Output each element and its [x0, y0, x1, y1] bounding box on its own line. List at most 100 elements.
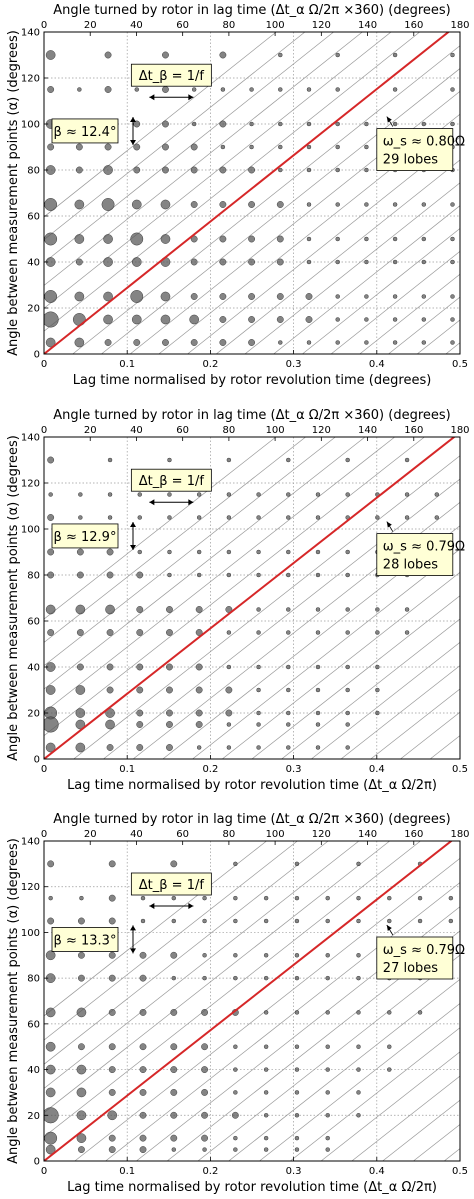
data-point: [75, 742, 86, 753]
data-point: [220, 87, 226, 92]
data-point: [325, 1135, 330, 1141]
data-point: [294, 1044, 300, 1049]
diagonal-guide-line: [44, 437, 306, 643]
data-point: [375, 515, 380, 520]
data-point: [167, 457, 172, 463]
data-point: [294, 895, 300, 901]
data-point: [166, 686, 173, 694]
data-point: [76, 629, 84, 636]
data-point: [263, 895, 269, 901]
data-point: [45, 685, 56, 695]
data-point: [75, 143, 83, 151]
diagonal-guide-line: [129, 90, 460, 354]
data-point: [263, 918, 269, 924]
data-point: [104, 51, 112, 59]
data-point: [219, 201, 227, 208]
diagonal-guide-line: [192, 548, 460, 759]
y-tick-label: 40: [27, 663, 40, 674]
data-point: [294, 1113, 300, 1118]
diagonal-guide-line: [351, 1075, 460, 1161]
diagonal-guide-line: [302, 228, 460, 354]
diagonal-guide-line: [216, 159, 460, 354]
data-point: [162, 86, 169, 93]
beta-annotation-text: β ≈ 12.9°: [54, 530, 117, 545]
data-point: [286, 515, 291, 520]
top-x-tick-label: 60: [176, 829, 189, 840]
x-axis-title: Lag time normalised by rotor revolution …: [73, 373, 432, 388]
data-point: [202, 895, 207, 901]
beta-annotation-box: [51, 118, 119, 144]
delta-annotation-text: Δt_β = 1/f: [139, 878, 205, 893]
data-point: [45, 1087, 56, 1098]
data-point: [162, 339, 169, 346]
data-point: [233, 1135, 238, 1141]
data-point: [202, 918, 207, 924]
data-point: [108, 860, 116, 868]
data-point: [78, 974, 85, 982]
data-point: [392, 87, 398, 92]
data-point: [44, 311, 59, 328]
top-x-tick-label: 100: [266, 20, 285, 31]
data-point: [190, 235, 198, 243]
data-point: [201, 1009, 208, 1016]
data-point: [47, 548, 55, 556]
data-point: [219, 316, 227, 323]
data-point: [107, 1110, 118, 1121]
data-point: [286, 572, 291, 578]
data-point: [45, 1144, 56, 1155]
data-point: [225, 709, 233, 717]
data-point: [233, 975, 238, 981]
data-point: [294, 1067, 300, 1072]
data-point: [226, 722, 232, 727]
data-point: [107, 492, 113, 497]
data-point: [276, 293, 284, 300]
data-point: [78, 1043, 85, 1051]
y-tick-label: 60: [27, 617, 40, 628]
data-point: [276, 316, 284, 323]
y-tick-label: 120: [21, 882, 40, 893]
data-point: [196, 549, 202, 555]
fit-line: [44, 841, 453, 1161]
data-point: [404, 492, 410, 497]
data-point: [219, 120, 227, 128]
data-point: [79, 895, 84, 901]
data-point: [263, 1044, 269, 1049]
diagonal-guide-line: [228, 978, 460, 1161]
data-point: [325, 1090, 330, 1095]
data-point: [76, 571, 84, 579]
data-point: [417, 918, 423, 924]
x-axis-title: Lag time normalised by rotor revolution …: [67, 778, 437, 793]
data-point: [72, 313, 86, 326]
diagonal-guide-line: [197, 954, 460, 1161]
plot-area: [44, 437, 460, 759]
diagonal-guide-line: [187, 136, 460, 354]
data-point: [356, 1010, 361, 1015]
diagonal-guide-line: [400, 711, 460, 759]
data-point: [106, 744, 114, 751]
data-point: [105, 719, 115, 730]
data-point: [364, 294, 369, 299]
data-point: [276, 258, 284, 266]
data-point: [190, 339, 198, 346]
diagonal-guide-line: [162, 525, 460, 759]
top-x-tick-label: 20: [84, 829, 97, 840]
data-point: [171, 918, 176, 924]
data-point: [263, 1147, 269, 1152]
data-point: [294, 861, 300, 867]
data-point: [256, 687, 261, 693]
y-tick-label: 0: [34, 755, 40, 766]
data-point: [345, 710, 350, 716]
data-point: [364, 317, 369, 322]
data-point: [306, 121, 312, 127]
diagonal-guide-line: [44, 32, 363, 286]
data-point: [315, 492, 321, 497]
data-point: [190, 166, 198, 174]
top-x-axis-title: Angle turned by rotor in lag time (Δt_α …: [53, 3, 450, 18]
data-point: [263, 1010, 269, 1015]
data-point: [256, 664, 261, 670]
data-point: [233, 1044, 238, 1049]
y-tick-label: 80: [27, 166, 40, 177]
data-point: [294, 1147, 300, 1152]
data-point: [133, 339, 141, 346]
delta-annotation-text: Δt_β = 1/f: [139, 69, 205, 84]
